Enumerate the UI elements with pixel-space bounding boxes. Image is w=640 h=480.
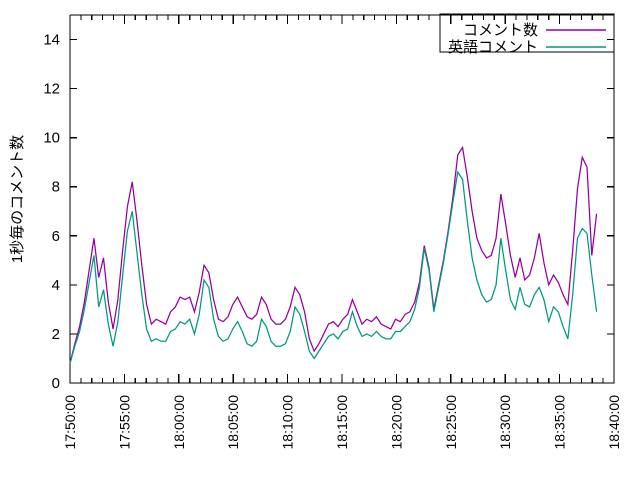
y-tick-label: 12 xyxy=(43,81,60,98)
y-tick-label: 0 xyxy=(52,375,60,392)
series-line-comment-count xyxy=(69,145,598,364)
series-line-english-comment xyxy=(69,170,598,364)
plot-border xyxy=(69,14,615,384)
y-tick-label: 2 xyxy=(52,326,60,343)
y-axis-ticks: 0 2 4 6 8 10 12 14 xyxy=(43,32,614,392)
x-tick-label: 18:40:00 xyxy=(606,395,622,450)
legend-label-english-comment: 英語コメント xyxy=(448,38,538,56)
data-series-group xyxy=(69,145,598,364)
x-tick-label: 18:35:00 xyxy=(552,395,568,450)
x-axis-ticks: 17:50:00 17:55:00 18:00:00 18:05:00 18:10:00… xyxy=(62,15,622,450)
x-tick-label: 18:25:00 xyxy=(443,395,459,450)
x-tick-label: 18:20:00 xyxy=(388,395,404,450)
legend-label-comment-count: コメント数 xyxy=(463,22,538,39)
x-tick-label: 18:00:00 xyxy=(171,395,187,450)
x-tick-label: 18:10:00 xyxy=(280,395,296,450)
y-tick-label: 4 xyxy=(52,277,60,294)
y-tick-label: 8 xyxy=(52,179,60,196)
x-tick-label: 18:30:00 xyxy=(497,395,513,450)
x-tick-label: 17:50:00 xyxy=(62,395,78,450)
x-tick-label: 18:15:00 xyxy=(334,395,350,450)
x-tick-label: 17:55:00 xyxy=(116,395,132,450)
legend-border xyxy=(439,13,615,53)
plot-frame xyxy=(69,14,615,384)
y-axis-label-text: 1秒毎のコメント数 xyxy=(9,135,26,263)
y-axis-title: 1秒毎のコメント数 xyxy=(9,135,26,263)
x-tick-label: 18:05:00 xyxy=(225,395,241,450)
y-tick-label: 6 xyxy=(52,228,60,245)
y-tick-label: 10 xyxy=(43,130,60,147)
y-tick-label: 14 xyxy=(43,32,60,49)
